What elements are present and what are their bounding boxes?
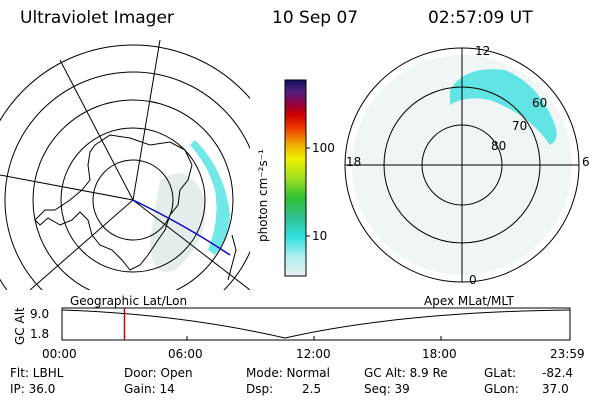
mlt-label-18: 18 bbox=[346, 155, 362, 169]
mlat-label-80: 80 bbox=[491, 139, 507, 153]
colorbar-label-10: 10 bbox=[312, 229, 328, 243]
door-info: Door: Open bbox=[124, 366, 193, 380]
altitude-frame bbox=[61, 307, 571, 341]
glat-label: GLat: bbox=[484, 366, 517, 380]
glon-label: GLon: bbox=[484, 382, 519, 396]
colorbar bbox=[284, 79, 310, 277]
mlat-label-70: 70 bbox=[512, 119, 528, 133]
altitude-ylabel: GC Alt bbox=[13, 307, 27, 345]
altitude-ymax: 9.0 bbox=[30, 307, 50, 321]
mlat-mlt-plot bbox=[344, 47, 580, 283]
apex-caption: Apex MLat/MLT bbox=[424, 294, 514, 308]
gain-info: Gain: 14 bbox=[124, 382, 175, 396]
altitude-ymin: 1.8 bbox=[30, 327, 50, 341]
mlt-label-0: 0 bbox=[469, 273, 477, 287]
mlt-label-12: 12 bbox=[475, 44, 491, 58]
time-tick-1800: 18:00 bbox=[422, 347, 457, 361]
latitude-circles bbox=[0, 44, 250, 290]
time-label: 02:57:09 UT bbox=[428, 8, 533, 28]
mlat-label-60: 60 bbox=[532, 96, 548, 110]
coastline-south-america bbox=[227, 234, 237, 281]
coastline bbox=[34, 134, 193, 271]
mlt-label-6: 6 bbox=[582, 155, 590, 169]
ground-track bbox=[132, 199, 231, 256]
time-tick-2359: 23:59 bbox=[550, 347, 585, 361]
seq-info: Seq: 39 bbox=[364, 382, 410, 396]
geographic-map bbox=[0, 40, 250, 290]
colorbar-gradient bbox=[284, 79, 307, 277]
dsp-label: Dsp: bbox=[246, 382, 274, 396]
colorbar-unit: photon cm⁻²s⁻¹ bbox=[256, 149, 270, 242]
glon-value: 37.0 bbox=[542, 382, 569, 396]
glat-value: -82.4 bbox=[542, 366, 574, 380]
aurora-band bbox=[190, 140, 230, 255]
time-tick-0600: 06:00 bbox=[168, 347, 203, 361]
geographic-caption: Geographic Lat/Lon bbox=[70, 294, 188, 308]
meridians bbox=[0, 40, 250, 290]
time-tick-0000: 00:00 bbox=[42, 347, 77, 361]
altitude-curve bbox=[61, 309, 571, 339]
gc-alt-info: GC Alt: 8.9 Re bbox=[364, 366, 448, 380]
dsp-value: 2.5 bbox=[302, 382, 322, 396]
date-label: 10 Sep 07 bbox=[272, 8, 359, 28]
filter-info: Flt: LBHL bbox=[10, 366, 64, 380]
mlt-axes bbox=[345, 48, 579, 282]
instrument-title: Ultraviolet Imager bbox=[20, 8, 174, 28]
altitude-strip bbox=[61, 307, 571, 341]
mode-info: Mode: Normal bbox=[246, 366, 330, 380]
colorbar-label-100: 100 bbox=[312, 141, 335, 155]
ip-info: IP: 36.0 bbox=[10, 382, 56, 396]
altitude-ticks bbox=[186, 336, 442, 340]
time-tick-1200: 12:00 bbox=[296, 347, 331, 361]
